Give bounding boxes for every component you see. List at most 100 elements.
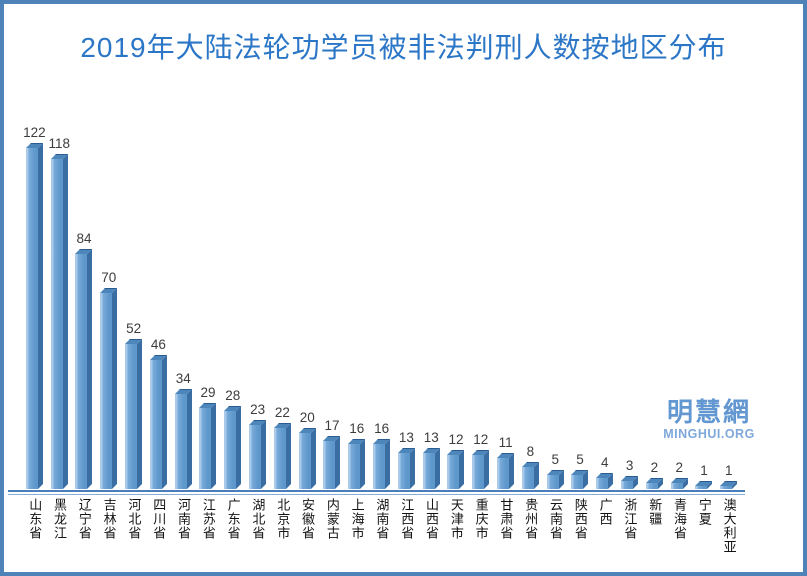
bar-front: [224, 411, 237, 489]
bar-side: [186, 389, 192, 489]
minghui-watermark: 明慧網 MINGHUI.ORG: [646, 399, 772, 441]
category-slot: 青海省: [667, 498, 692, 570]
bar-value-label: 52: [126, 321, 142, 336]
category-label: 宁夏: [696, 498, 712, 526]
bar-front: [497, 458, 510, 489]
category-axis: 山东省 黑龙江 辽宁省 吉林省 河北省 四川省 河南省 江苏省 广东省 湖北省 北京市 安徽省 内蒙古上…: [22, 498, 744, 570]
bar-value-label: 2: [650, 460, 659, 475]
category-label: 黑龙江: [52, 498, 68, 540]
bar-front: [199, 408, 212, 489]
bar-side: [261, 420, 267, 489]
bar-slot: 23: [245, 110, 270, 489]
category-label: 广东省: [225, 498, 241, 540]
bar-value-label: 16: [349, 421, 365, 436]
bar-front: [298, 433, 311, 489]
bar-slot: 84: [72, 110, 97, 489]
bar-slot: 12: [468, 110, 493, 489]
category-label: 湖北省: [250, 498, 266, 540]
bar-front: [571, 475, 584, 489]
category-label: 河北省: [126, 498, 142, 540]
bar-front: [75, 254, 88, 489]
category-slot: 浙江省: [617, 498, 642, 570]
bar-value-label: 16: [374, 421, 390, 436]
category-slot: 澳大利亚: [716, 498, 741, 570]
bar-front: [174, 394, 187, 489]
category-slot: 新疆: [642, 498, 667, 570]
bar-slot: 34: [171, 110, 196, 489]
bar-front: [323, 441, 336, 489]
category-label: 浙江省: [622, 498, 638, 540]
category-slot: 甘肃省: [493, 498, 518, 570]
bar-value-label: 8: [526, 444, 535, 459]
bar-slot: 13: [419, 110, 444, 489]
bar-side: [37, 143, 43, 489]
bar-slot: 5: [568, 110, 593, 489]
bar-slot: 22: [270, 110, 295, 489]
category-slot: 广西: [592, 498, 617, 570]
category-label: 江苏省: [200, 498, 216, 540]
category-slot: 河北省: [121, 498, 146, 570]
bar-slot: 8: [518, 110, 543, 489]
category-label: 天津市: [448, 498, 464, 540]
bar-front: [472, 455, 485, 489]
category-slot: 黑龙江: [47, 498, 72, 570]
bar-value-label: 5: [576, 452, 584, 467]
bar-front: [50, 159, 63, 489]
bar-front: [397, 453, 410, 489]
bar-slot: 29: [196, 110, 221, 489]
category-label: 贵州省: [523, 498, 539, 540]
category-label: 广西: [597, 498, 613, 526]
category-label: 湖南省: [374, 498, 390, 540]
bar-front: [621, 481, 634, 489]
bar-value-label: 1: [700, 463, 708, 478]
category-label: 上海市: [349, 498, 365, 540]
category-slot: 北京市: [270, 498, 295, 570]
category-slot: 河南省: [171, 498, 196, 570]
category-label: 重庆市: [473, 498, 489, 540]
bar-slot: 118: [47, 110, 72, 489]
bar-value-label: 23: [250, 402, 266, 417]
bar-slot: 4: [592, 110, 617, 489]
bar-side: [87, 249, 93, 489]
category-label: 甘肃省: [498, 498, 514, 540]
bar-slot: 2: [667, 110, 692, 489]
category-slot: 安徽省: [295, 498, 320, 570]
bar-slot: 13: [394, 110, 419, 489]
bar-front: [373, 444, 386, 489]
category-label: 河南省: [176, 498, 192, 540]
minghui-logo-text: 明慧網: [666, 397, 751, 427]
bar-front: [100, 293, 113, 489]
category-slot: 重庆市: [468, 498, 493, 570]
bar-value-label: 84: [76, 231, 92, 246]
category-slot: 天津市: [444, 498, 469, 570]
bar-front: [273, 428, 286, 489]
bar-side: [236, 406, 242, 489]
bar-side: [285, 423, 291, 489]
category-slot: 辽宁省: [72, 498, 97, 570]
category-slot: 上海市: [344, 498, 369, 570]
category-label: 江西省: [399, 498, 415, 540]
category-slot: 云南省: [543, 498, 568, 570]
bar-slot: 122: [22, 110, 47, 489]
bar-value-label: 11: [498, 435, 513, 450]
bar-front: [25, 148, 38, 489]
bar-side: [434, 448, 440, 489]
category-slot: 内蒙古: [320, 498, 345, 570]
bar-front: [670, 483, 683, 489]
bar-side: [360, 439, 366, 489]
bar-slot: 12: [444, 110, 469, 489]
category-label: 辽宁省: [76, 498, 92, 540]
category-slot: 湖北省: [245, 498, 270, 570]
bar-side: [310, 428, 316, 489]
bar-value-label: 13: [398, 430, 414, 445]
bar-slot: 28: [220, 110, 245, 489]
bar-side: [62, 154, 68, 489]
x-axis-underline: [8, 494, 745, 495]
bar-front: [645, 483, 658, 489]
bar-slot: 1: [716, 110, 741, 489]
bar-value-label: 17: [324, 418, 340, 433]
bar-front: [447, 455, 460, 489]
category-slot: 江苏省: [196, 498, 221, 570]
category-label: 安徽省: [300, 498, 316, 540]
bar-slot: 46: [146, 110, 171, 489]
